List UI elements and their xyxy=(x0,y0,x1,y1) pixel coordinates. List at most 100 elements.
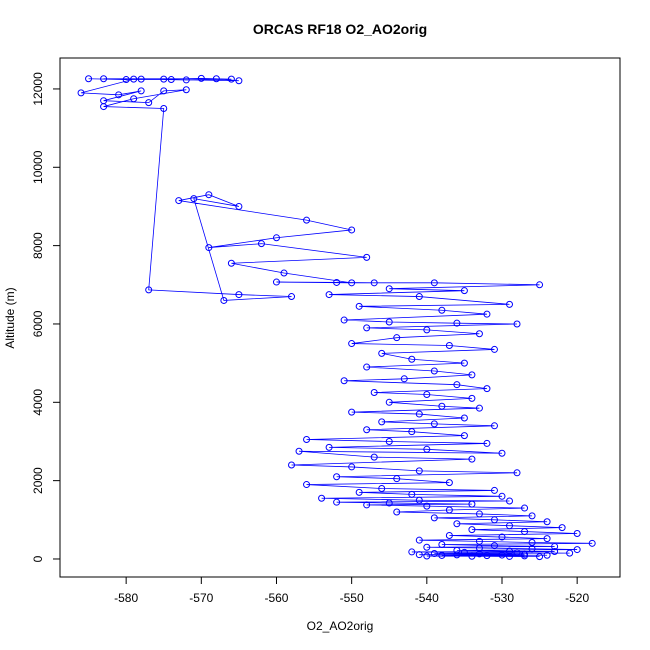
point xyxy=(506,547,514,555)
point xyxy=(160,75,168,83)
point xyxy=(468,394,476,402)
point xyxy=(460,432,468,440)
point xyxy=(468,371,476,379)
point xyxy=(363,324,371,332)
point xyxy=(100,103,108,111)
point xyxy=(212,75,220,83)
point xyxy=(167,76,175,84)
point xyxy=(408,548,416,556)
point xyxy=(370,279,378,287)
point xyxy=(521,552,529,560)
point xyxy=(318,494,326,502)
point xyxy=(468,500,476,508)
point xyxy=(257,240,265,248)
point xyxy=(348,463,356,471)
point xyxy=(272,278,280,286)
point xyxy=(475,404,483,412)
point xyxy=(333,473,341,481)
point xyxy=(415,536,423,544)
point xyxy=(378,349,386,357)
point xyxy=(363,501,371,509)
y-tick-label: 8000 xyxy=(31,232,45,259)
point xyxy=(303,436,311,444)
trace-line xyxy=(80,77,593,558)
point xyxy=(490,345,498,353)
point xyxy=(536,553,544,561)
point xyxy=(415,551,423,559)
point xyxy=(415,410,423,418)
point xyxy=(415,293,423,301)
point xyxy=(490,516,498,524)
y-axis-label: Altitude (m) xyxy=(3,287,17,348)
point xyxy=(385,318,393,326)
point xyxy=(543,551,551,559)
point xyxy=(295,447,303,455)
point xyxy=(468,552,476,560)
x-tick-label: -540 xyxy=(415,591,439,605)
point xyxy=(182,76,190,84)
point xyxy=(235,202,243,210)
point xyxy=(280,269,288,277)
point xyxy=(423,445,431,453)
point xyxy=(355,302,363,310)
point xyxy=(498,449,506,457)
point xyxy=(393,475,401,483)
point xyxy=(370,389,378,397)
point xyxy=(573,546,581,554)
x-tick-label: -530 xyxy=(490,591,514,605)
point xyxy=(453,551,461,559)
point xyxy=(77,89,85,97)
x-tick-label: -580 xyxy=(114,591,138,605)
point xyxy=(160,105,168,113)
point xyxy=(551,542,559,550)
point xyxy=(205,191,213,199)
point xyxy=(182,86,190,94)
point xyxy=(468,455,476,463)
point xyxy=(566,549,574,557)
point xyxy=(453,381,461,389)
point xyxy=(460,287,468,295)
point xyxy=(385,285,393,293)
point xyxy=(100,75,108,83)
point xyxy=(483,552,491,560)
point xyxy=(536,281,544,289)
y-tick-label: 10000 xyxy=(31,150,45,184)
point xyxy=(483,310,491,318)
x-tick-label: -520 xyxy=(565,591,589,605)
x-tick-label: -560 xyxy=(264,591,288,605)
point xyxy=(475,330,483,338)
point xyxy=(175,197,183,205)
point xyxy=(498,551,506,559)
point xyxy=(355,488,363,496)
point xyxy=(468,526,476,534)
point xyxy=(490,542,498,550)
x-tick-label: -550 xyxy=(340,591,364,605)
point xyxy=(438,402,446,410)
point xyxy=(521,504,529,512)
point xyxy=(438,540,446,548)
point xyxy=(408,428,416,436)
point xyxy=(483,385,491,393)
point xyxy=(483,439,491,447)
point xyxy=(272,234,280,242)
point xyxy=(498,533,506,541)
point xyxy=(415,467,423,475)
point xyxy=(506,497,514,505)
point xyxy=(288,461,296,469)
point xyxy=(235,291,243,299)
point xyxy=(348,408,356,416)
point xyxy=(558,524,566,532)
point xyxy=(430,367,438,375)
point xyxy=(438,306,446,314)
point xyxy=(528,512,536,520)
point xyxy=(115,91,123,99)
point xyxy=(498,492,506,500)
point xyxy=(460,548,468,556)
x-axis-label: O2_AO2orig xyxy=(307,619,374,633)
point xyxy=(430,514,438,522)
point xyxy=(385,437,393,445)
point xyxy=(506,552,514,560)
point xyxy=(423,390,431,398)
point xyxy=(445,342,453,350)
